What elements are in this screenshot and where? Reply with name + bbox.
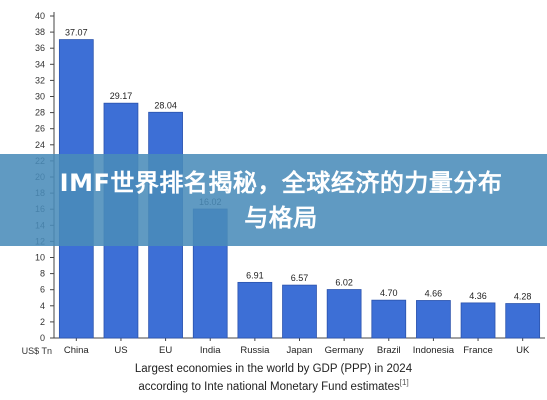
caption-line-1-text: Largest economies in the world by GDP (P… <box>134 363 413 375</box>
y-tick-label: 24 <box>35 140 45 150</box>
labels-group: 37.07China29.17US28.04EU16.02India6.91Ru… <box>64 28 532 356</box>
bar-value-label: 37.07 <box>65 28 88 38</box>
bar-value-label: 6.02 <box>335 278 353 288</box>
x-category-label: Brazil <box>377 345 401 356</box>
y-tick-label: 40 <box>35 11 45 21</box>
y-axis-unit-label: US$ Tn <box>22 346 52 356</box>
y-tick-label: 26 <box>35 124 45 134</box>
bar-value-label: 29.17 <box>110 91 133 101</box>
x-category-label: China <box>64 345 90 356</box>
y-tick-label: 10 <box>35 253 45 263</box>
chart-caption-line-2: according to Inte national Monetary Fund… <box>0 378 547 393</box>
bar-value-label: 4.66 <box>425 288 443 298</box>
y-tick-label: 38 <box>35 27 45 37</box>
x-category-label: Indonesia <box>413 345 455 356</box>
y-tick-label: 6 <box>40 285 45 295</box>
y-tick-label: 34 <box>35 59 45 69</box>
x-category-label: India <box>200 345 221 356</box>
bar-value-label: 6.57 <box>291 273 309 283</box>
bar <box>326 289 362 339</box>
x-category-label: EU <box>159 345 172 356</box>
bar-value-label: 6.91 <box>246 270 264 280</box>
x-category-label: Japan <box>287 345 313 356</box>
x-category-label: US <box>114 345 127 356</box>
y-tick-label: 0 <box>40 333 45 343</box>
bar <box>282 284 317 339</box>
bar-value-label: 4.70 <box>380 288 398 298</box>
bar <box>505 303 541 339</box>
y-tick-label: 30 <box>35 92 45 102</box>
bar-value-label: 4.28 <box>514 292 532 302</box>
bar-value-label: 28.04 <box>154 100 177 110</box>
y-tick-label: 4 <box>40 301 45 311</box>
caption-line-2-text: according to Inte national Monetary Fund… <box>138 380 400 393</box>
x-category-label: Germany <box>325 345 364 356</box>
banner-title: IMF世界排名揭秘，全球经济的力量分布与格局 <box>59 169 503 232</box>
footnote-reference[interactable]: [1] <box>399 378 409 387</box>
x-category-label: France <box>463 345 493 356</box>
bar <box>416 300 451 339</box>
bar <box>371 299 407 339</box>
x-category-label: UK <box>516 345 530 356</box>
x-category-label: Russia <box>240 345 270 356</box>
title-banner: IMF世界排名揭秘，全球经济的力量分布与格局 <box>0 154 547 246</box>
y-tick-label: 2 <box>40 317 45 327</box>
y-tick-label: 28 <box>35 108 45 118</box>
bar <box>237 281 273 339</box>
bar-value-label: 4.36 <box>469 291 487 301</box>
chart-caption-line-1: Largest economies in the world by GDP (P… <box>0 363 547 375</box>
y-tick-label: 8 <box>40 269 45 279</box>
y-tick-label: 36 <box>35 43 45 53</box>
bar <box>460 302 496 339</box>
y-tick-label: 32 <box>35 75 45 85</box>
